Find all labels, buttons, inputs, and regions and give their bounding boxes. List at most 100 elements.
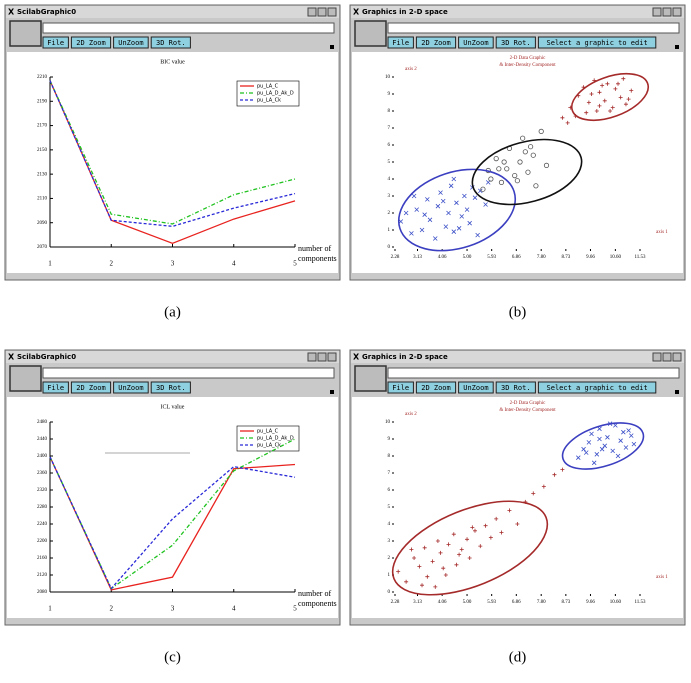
y-tick-label: 2110 xyxy=(37,197,47,202)
toolbar-button-label: 2D Zoom xyxy=(421,384,451,392)
x-axis-label: axis 1 xyxy=(656,575,668,580)
y-tick-label: 2090 xyxy=(37,221,48,226)
point xyxy=(599,446,605,452)
toolbar-button[interactable] xyxy=(150,36,191,49)
point xyxy=(419,227,425,233)
toolbar-button[interactable] xyxy=(387,381,414,394)
point xyxy=(560,115,565,120)
y-tick-label: 2320 xyxy=(37,488,48,493)
window-control[interactable] xyxy=(327,7,337,17)
toolbar-button-label: UnZoom xyxy=(118,39,143,47)
point xyxy=(412,556,417,560)
point xyxy=(515,522,520,526)
menu-icon-button[interactable] xyxy=(354,365,387,392)
toolbar-button-label: 2D Zoom xyxy=(421,39,451,47)
toolbar-button[interactable] xyxy=(495,381,536,394)
toolbar-button[interactable] xyxy=(113,381,149,394)
component-ellipse xyxy=(570,72,650,122)
window: X Graphics in 2-D space File 2D Zoom UnZoom 3… xyxy=(349,4,686,281)
toolbar-button[interactable] xyxy=(387,36,414,49)
menu-icon-button[interactable] xyxy=(354,20,387,47)
y-tick-label: 9 xyxy=(388,437,391,442)
window-control[interactable] xyxy=(317,7,327,17)
toolbar-button[interactable] xyxy=(70,381,112,394)
point xyxy=(576,455,581,460)
toolbar-button[interactable] xyxy=(415,381,457,394)
point xyxy=(432,236,438,241)
menu-icon-button[interactable] xyxy=(9,365,42,392)
point xyxy=(605,81,610,86)
point xyxy=(451,176,457,182)
toolbar-button[interactable] xyxy=(42,381,69,394)
point xyxy=(610,105,615,110)
x-axis-label: number of xyxy=(298,244,331,253)
toolbar-button-label: UnZoom xyxy=(463,384,488,392)
corner-mark xyxy=(675,45,679,49)
toolbar-button-label: UnZoom xyxy=(118,384,143,392)
window-control[interactable] xyxy=(327,352,337,362)
x-tick-label: 1 xyxy=(48,605,52,613)
point xyxy=(454,200,459,206)
toolbar-button[interactable] xyxy=(113,36,149,49)
toolbar-button[interactable] xyxy=(42,36,69,49)
point xyxy=(440,198,446,204)
window-control[interactable] xyxy=(652,352,662,362)
point xyxy=(586,440,592,445)
title-bar xyxy=(6,6,339,18)
x-tick-label: 7.80 xyxy=(537,600,546,605)
point xyxy=(623,445,629,450)
toolbar-button[interactable] xyxy=(458,381,494,394)
toolbar-button[interactable] xyxy=(70,36,112,49)
y-tick-label: 2480 xyxy=(37,420,48,425)
title-bar xyxy=(6,351,339,363)
toolbar-button-label: 3D Rot. xyxy=(501,384,531,392)
point xyxy=(594,452,600,457)
toolbar-button-label: UnZoom xyxy=(463,39,488,47)
y-tick-label: 2080 xyxy=(37,590,48,595)
y-tick-label: 2210 xyxy=(37,75,48,80)
window-title: Graphics in 2-D space xyxy=(362,8,448,16)
point xyxy=(430,559,435,564)
toolbar-button-label: 2D Zoom xyxy=(76,384,106,392)
menu-icon-button[interactable] xyxy=(9,20,42,47)
point xyxy=(409,547,414,552)
point xyxy=(531,491,536,496)
x-tick-label: 10.60 xyxy=(610,600,622,605)
toolbar-button[interactable] xyxy=(415,36,457,49)
y-tick-label: 1 xyxy=(388,573,391,578)
x-tick-label: 8.73 xyxy=(561,600,570,605)
point xyxy=(409,231,414,236)
y-tick-label: 2360 xyxy=(37,471,48,476)
point xyxy=(467,220,472,226)
window-control[interactable] xyxy=(662,7,672,17)
window-control[interactable] xyxy=(672,7,682,17)
toolbar-button[interactable] xyxy=(495,36,536,49)
toolbar-button[interactable] xyxy=(150,381,191,394)
point xyxy=(581,446,586,452)
toolbar-button[interactable] xyxy=(537,36,657,49)
window-control[interactable] xyxy=(307,352,317,362)
toolbar-button-label: 2D Zoom xyxy=(76,39,106,47)
window-control[interactable] xyxy=(317,352,327,362)
point xyxy=(457,552,462,557)
window-control[interactable] xyxy=(652,7,662,17)
window-control[interactable] xyxy=(662,352,672,362)
point xyxy=(446,542,451,547)
series-line xyxy=(49,456,296,590)
toolbar-button[interactable] xyxy=(537,381,657,394)
legend-label: pu_LA_C xyxy=(257,84,279,90)
caption: (d) xyxy=(509,649,527,665)
point xyxy=(411,193,417,199)
point xyxy=(443,224,449,229)
x-tick-label: 6.86 xyxy=(512,600,521,605)
y-tick-label: 8 xyxy=(388,109,391,114)
x-tick-label: 2.28 xyxy=(391,600,400,605)
y-tick-label: 6 xyxy=(388,143,391,148)
y-tick-label: 2200 xyxy=(37,539,48,544)
window-control[interactable] xyxy=(307,7,317,17)
window-control[interactable] xyxy=(672,352,682,362)
y-tick-label: 10 xyxy=(385,420,391,425)
toolbar-button[interactable] xyxy=(458,36,494,49)
legend-label: pu_LA_D_Ak_D xyxy=(257,436,294,442)
